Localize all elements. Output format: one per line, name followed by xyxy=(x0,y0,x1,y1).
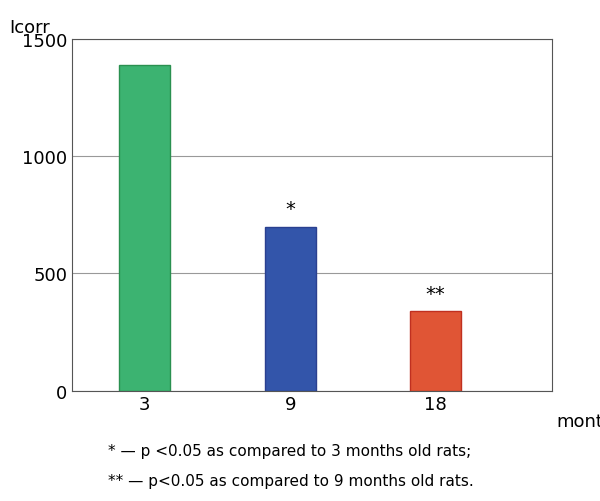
Text: ** — p<0.05 as compared to 9 months old rats.: ** — p<0.05 as compared to 9 months old … xyxy=(108,473,474,488)
Text: months: months xyxy=(557,412,600,430)
Text: **: ** xyxy=(426,284,446,303)
Text: *: * xyxy=(285,200,295,219)
Bar xyxy=(265,227,316,391)
Text: * — p <0.05 as compared to 3 months old rats;: * — p <0.05 as compared to 3 months old … xyxy=(108,443,471,458)
Bar xyxy=(119,66,170,391)
Bar xyxy=(410,311,461,391)
Text: Icorr: Icorr xyxy=(10,19,50,37)
